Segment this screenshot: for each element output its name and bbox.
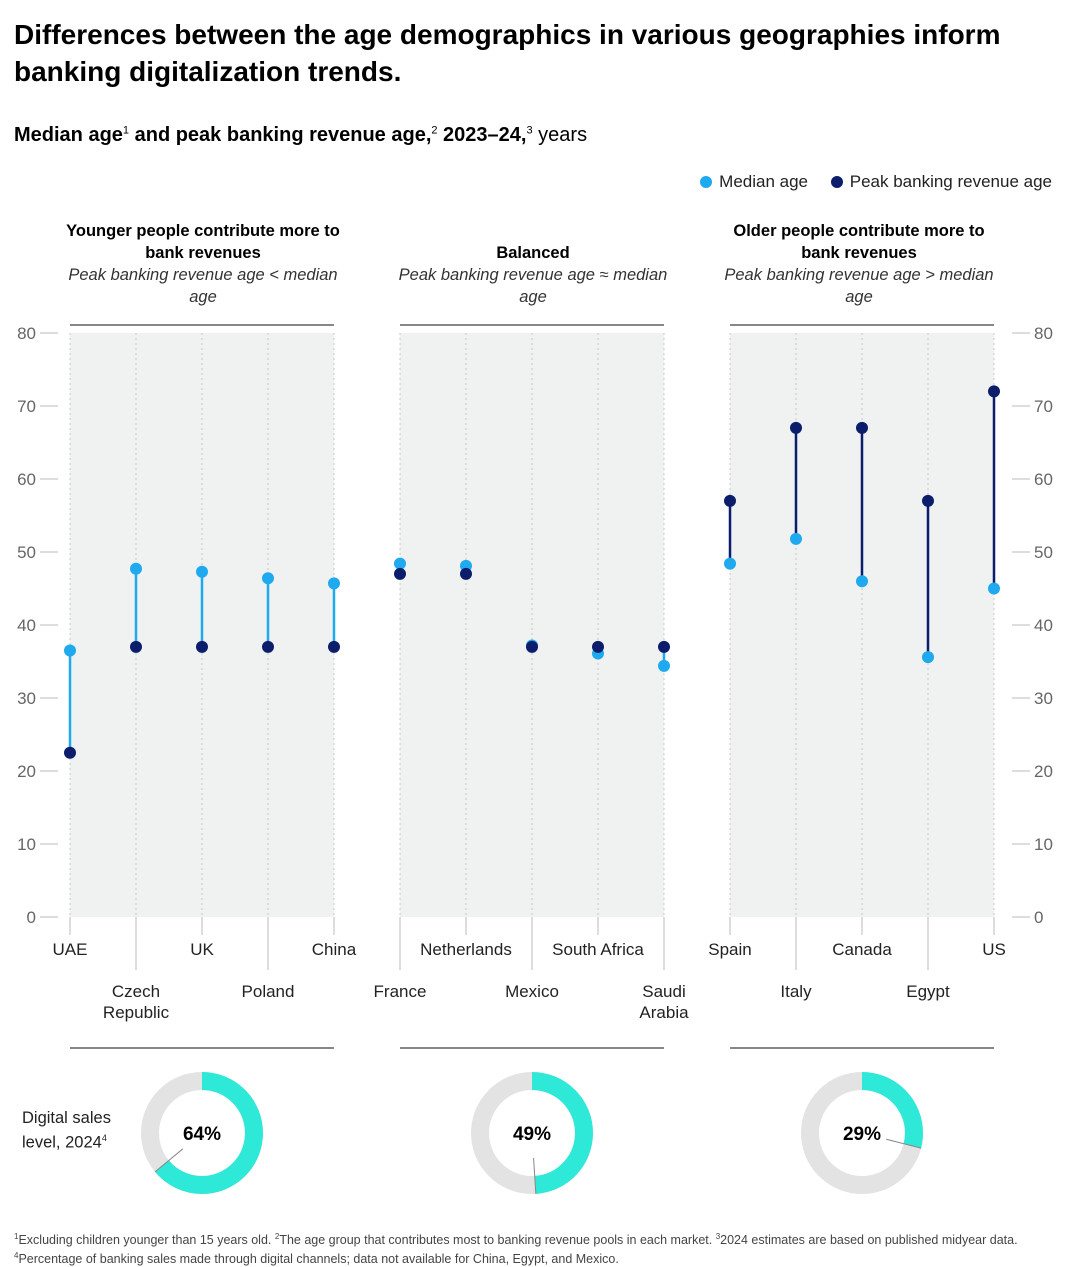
group-header-younger: Younger people contribute more to bank r… xyxy=(66,222,340,306)
legend: Median age Peak banking revenue age xyxy=(682,172,1052,193)
peak-age-point xyxy=(724,494,736,507)
peak-age-point xyxy=(790,421,802,434)
y-tick-label-right: 10 xyxy=(1034,835,1053,854)
y-tick-label-left: 0 xyxy=(27,908,36,927)
category-label: Arabia xyxy=(639,1003,689,1022)
y-tick-label-right: 0 xyxy=(1034,908,1043,927)
donut-arc xyxy=(141,1072,263,1194)
y-tick-label-right: 80 xyxy=(1034,324,1053,343)
chart-title: Differences between the age demographics… xyxy=(14,19,1001,87)
category-label: UK xyxy=(190,940,214,959)
legend-item-median: Median age xyxy=(700,172,808,192)
y-tick-label-left: 30 xyxy=(17,689,36,708)
chart-subtitle: Median age1 and peak banking revenue age… xyxy=(14,124,588,146)
category-label: UAE xyxy=(53,940,88,959)
dumbbell-chart: 0 0 10 10 20 20 30 30 40 40 50 50 60 60 70 70 80 80 UAE Cze… xyxy=(17,324,1053,1194)
legend-item-peak: Peak banking revenue age xyxy=(830,172,1052,192)
category-label: US xyxy=(982,940,1006,959)
y-tick-label-left: 70 xyxy=(17,397,36,416)
peak-age-point xyxy=(592,640,604,653)
peak-age-point xyxy=(394,567,406,580)
digital-sales-label: Digital sales level, 20244 xyxy=(22,1109,111,1152)
donut-arc xyxy=(801,1072,923,1194)
y-tick-label-right: 70 xyxy=(1034,397,1053,416)
peak-age-point xyxy=(988,385,1000,398)
median-age-point xyxy=(394,557,406,570)
category-label: Mexico xyxy=(505,982,559,1001)
y-tick-label-right: 30 xyxy=(1034,689,1053,708)
y-tick-label-left: 60 xyxy=(17,470,36,489)
category-label: Egypt xyxy=(906,982,950,1001)
legend-peak-swatch xyxy=(830,176,843,188)
peak-age-point xyxy=(64,746,76,759)
median-age-point xyxy=(988,582,1000,595)
group-header-balanced: Balanced Peak banking revenue age ≈ medi… xyxy=(398,244,668,306)
median-age-point xyxy=(196,565,208,578)
y-tick-label-right: 40 xyxy=(1034,616,1053,635)
median-age-point xyxy=(64,644,76,657)
median-age-point xyxy=(658,659,670,672)
peak-age-point xyxy=(328,640,340,653)
donut-value-label: 64% xyxy=(183,1124,221,1145)
footnotes: 1Excluding children younger than 15 year… xyxy=(14,1232,1018,1267)
peak-age-point xyxy=(460,567,472,580)
y-tick-label-left: 50 xyxy=(17,543,36,562)
peak-age-point xyxy=(922,494,934,507)
median-age-point xyxy=(724,557,736,570)
median-age-point xyxy=(922,651,934,664)
category-label: Canada xyxy=(832,940,892,959)
peak-age-point xyxy=(130,640,142,653)
donut-divider xyxy=(533,1157,537,1194)
median-age-point xyxy=(130,562,142,575)
median-age-point xyxy=(790,532,802,545)
category-label: Saudi xyxy=(642,982,685,1001)
donut-value-label: 29% xyxy=(843,1124,881,1145)
category-label: France xyxy=(374,982,427,1001)
donut-divider xyxy=(154,1148,184,1173)
group-header-older: Older people contribute more to bank rev… xyxy=(724,222,994,306)
category-label: Czech xyxy=(112,982,160,1001)
category-label: Italy xyxy=(780,982,812,1001)
y-tick-label-left: 10 xyxy=(17,835,36,854)
peak-age-point xyxy=(856,421,868,434)
category-label: Poland xyxy=(242,982,295,1001)
median-age-point xyxy=(262,572,274,585)
category-label: Republic xyxy=(103,1003,170,1022)
category-label: Netherlands xyxy=(420,940,512,959)
y-tick-label-right: 60 xyxy=(1034,470,1053,489)
category-label: Spain xyxy=(708,940,751,959)
category-label: China xyxy=(312,940,357,959)
y-tick-label-left: 80 xyxy=(17,324,36,343)
y-tick-label-right: 50 xyxy=(1034,543,1053,562)
category-label: South Africa xyxy=(552,940,644,959)
peak-age-point xyxy=(262,640,274,653)
peak-age-point xyxy=(658,640,670,653)
legend-median-swatch xyxy=(700,176,713,188)
median-age-point xyxy=(856,575,868,588)
donut-divider xyxy=(886,1138,922,1149)
median-age-point xyxy=(328,577,340,590)
donut-value-label: 49% xyxy=(513,1124,551,1145)
peak-age-point xyxy=(196,640,208,653)
peak-age-point xyxy=(526,640,538,653)
y-tick-label-left: 40 xyxy=(17,616,36,635)
donut-arc xyxy=(471,1072,593,1194)
y-tick-label-left: 20 xyxy=(17,762,36,781)
y-tick-label-right: 20 xyxy=(1034,762,1053,781)
